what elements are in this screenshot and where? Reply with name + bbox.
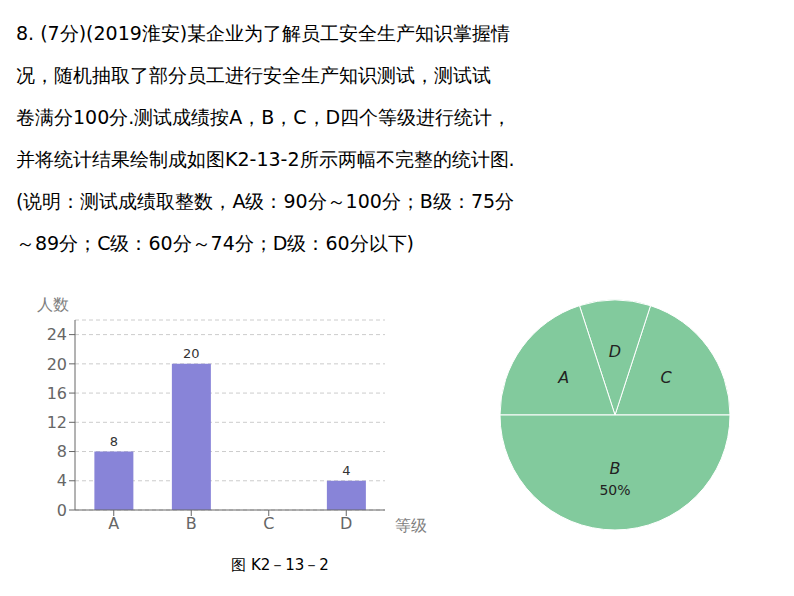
svg-text:B: B [186,514,197,533]
svg-text:24: 24 [47,325,67,344]
html-text:～89分；C级：60分～74分；D级：60分以下): ～89分；C级：60分～74分；D级：60分以下) [16,232,414,254]
svg-text:20: 20 [183,346,200,361]
html-text:况，随机抽取了部分员工进行安全生产知识测试，测试试: 况，随机抽取了部分员工进行安全生产知识测试，测试试 [16,64,491,86]
svg-text:A: A [557,368,569,387]
svg-text:4: 4 [57,471,67,490]
svg-text:D: D [340,514,352,533]
html-text:卷满分100分.测试成绩按A，B，C，D四个等级进行统计，: 卷满分100分.测试成绩按A，B，C，D四个等级进行统计， [16,106,512,128]
svg-text:12: 12 [47,413,67,432]
html-text:(说明：测试成绩取整数，A级：90分～100分；B级：75分: (说明：测试成绩取整数，A级：90分～100分；B级：75分 [16,190,515,212]
svg-text:50%: 50% [599,482,630,498]
html-text:图 K2－13－2: 图 K2－13－2 [231,556,329,574]
svg-text:人数: 人数 [37,295,69,314]
svg-text:0: 0 [57,501,67,520]
svg-text:8: 8 [110,434,118,449]
svg-text:A: A [108,514,119,533]
svg-text:等级: 等级 [395,516,427,535]
svg-text:C: C [661,368,673,387]
svg-text:D: D [609,342,621,361]
svg-text:16: 16 [47,384,67,403]
svg-text:C: C [263,514,274,533]
html-text:8. (7分)(2019淮安)某企业为了解员工安全生产知识掌: 8. (7分)(2019淮安)某企业为了解员工安全生产知识掌握情 [16,22,511,44]
svg-text:20: 20 [47,355,67,374]
html-text:并将统计结果绘制成如图K2-13-2所示两幅不完整的统计图.: 并将统计结果绘制成如图K2-13-2所示两幅不完整的统计图. [16,148,515,170]
svg-text:8: 8 [57,442,67,461]
svg-text:4: 4 [342,463,350,478]
svg-text:B: B [610,459,621,478]
